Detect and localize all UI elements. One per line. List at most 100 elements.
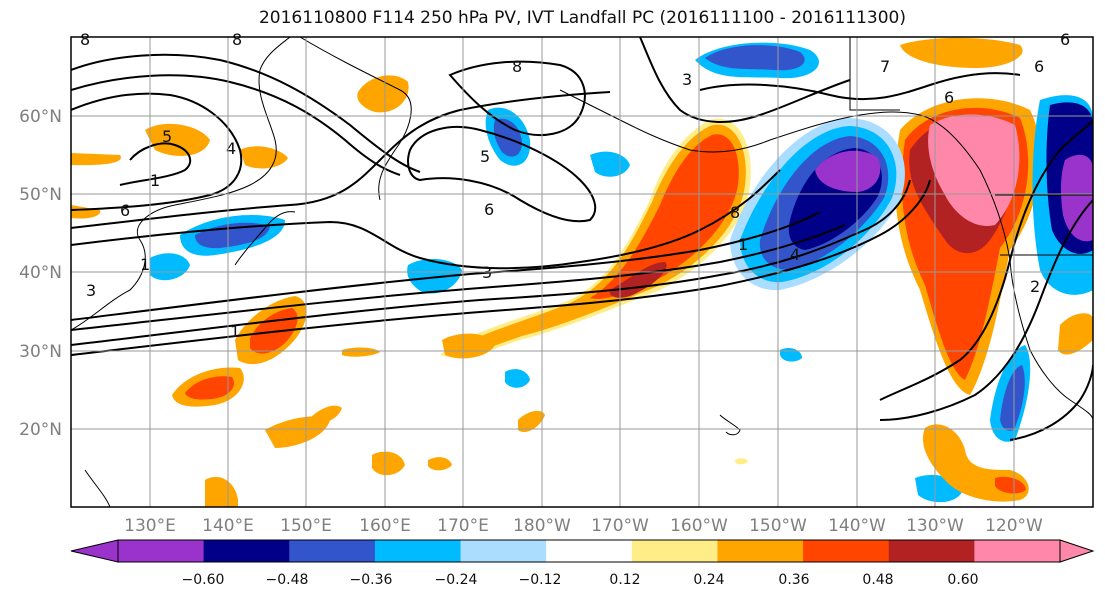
colorbar-frame bbox=[117, 539, 1061, 563]
contour-label: 6 bbox=[1060, 30, 1070, 49]
colorbar-segment bbox=[631, 540, 718, 562]
colorbar-tick-label: 0.48 bbox=[862, 572, 893, 588]
colorbar-segments bbox=[70, 539, 1095, 563]
lon-labels: 130°E 140°E 150°E 160°E 170°E 180°W 170°… bbox=[124, 516, 1043, 536]
lon-label: 150°W bbox=[749, 516, 807, 536]
positive-anomaly bbox=[735, 458, 748, 465]
negative-anomaly bbox=[1060, 154, 1093, 242]
negative-anomaly bbox=[505, 369, 530, 388]
lat-labels: 60°N 50°N 40°N 30°N 20°N bbox=[19, 107, 62, 440]
positive-anomaly bbox=[71, 153, 121, 166]
contour-label: 3 bbox=[682, 70, 692, 89]
contour-label: 6 bbox=[1034, 57, 1044, 76]
lon-label: 140°E bbox=[202, 516, 254, 536]
colorbar-tick-label: −0.36 bbox=[350, 572, 393, 588]
colorbar-tick-label: −0.12 bbox=[519, 572, 562, 588]
positive-anomaly bbox=[145, 123, 210, 156]
colorbar-segment bbox=[460, 540, 547, 562]
colorbar: −0.60 −0.48 −0.36 −0.24 −0.12 0.12 0.24 … bbox=[70, 539, 1095, 588]
lon-label: 180°W bbox=[513, 516, 571, 536]
lon-label: 140°W bbox=[828, 516, 886, 536]
contour-labels: 8 8 8 3 6 5 4 1 6 5 6 3 1 3 1 4 6 8 1 2 … bbox=[80, 30, 1070, 341]
colorbar-tick-label: −0.48 bbox=[266, 572, 309, 588]
contour-label: 7 bbox=[880, 57, 890, 76]
colorbar-segment bbox=[717, 540, 804, 562]
map-frame bbox=[70, 36, 1094, 508]
negative-anomaly bbox=[705, 45, 805, 71]
positive-anomaly-band bbox=[590, 134, 739, 299]
colorbar-labels: −0.60 −0.48 −0.36 −0.24 −0.12 0.12 0.24 … bbox=[182, 572, 979, 588]
lat-label: 60°N bbox=[19, 107, 62, 127]
positive-anomaly bbox=[310, 405, 342, 425]
contour-label: 8 bbox=[730, 203, 740, 222]
colorbar-tick-label: −0.24 bbox=[435, 572, 478, 588]
contour-label: 5 bbox=[480, 147, 490, 166]
contour-label: 1 bbox=[738, 235, 748, 254]
contour-label: 1 bbox=[140, 255, 150, 274]
lon-label: 170°E bbox=[437, 516, 489, 536]
negative-anomaly bbox=[780, 347, 802, 362]
colorbar-segment bbox=[803, 540, 890, 562]
contour-label: 1 bbox=[230, 322, 240, 341]
colorbar-segment bbox=[118, 540, 205, 562]
negative-anomaly bbox=[815, 150, 881, 192]
pv-contours bbox=[71, 37, 1093, 441]
positive-anomaly bbox=[240, 146, 288, 169]
positive-anomaly-plume bbox=[928, 114, 1020, 226]
colorbar-tick-label: 0.60 bbox=[947, 572, 978, 588]
lon-label: 150°E bbox=[280, 516, 332, 536]
lon-label: 160°E bbox=[359, 516, 411, 536]
negative-anomaly bbox=[590, 151, 630, 177]
contour-label: 2 bbox=[1030, 277, 1040, 296]
contour-label: 4 bbox=[790, 245, 800, 264]
colorbar-segment bbox=[974, 540, 1061, 562]
colorbar-tick-label: 0.36 bbox=[778, 572, 809, 588]
lon-label: 170°W bbox=[591, 516, 649, 536]
lon-label: 160°W bbox=[670, 516, 728, 536]
contour-label: 8 bbox=[80, 30, 90, 49]
positive-anomaly bbox=[205, 476, 238, 507]
positive-anomaly bbox=[442, 333, 495, 359]
contour-label: 4 bbox=[226, 139, 236, 158]
figure-title: 2016110800 F114 250 hPa PV, IVT Landfall… bbox=[258, 8, 906, 28]
colorbar-segment bbox=[203, 540, 290, 562]
colorbar-tick-label: 0.12 bbox=[609, 572, 640, 588]
contour-label: 6 bbox=[120, 201, 130, 220]
graticule bbox=[71, 37, 1093, 507]
positive-anomaly bbox=[995, 476, 1026, 494]
positive-anomaly bbox=[185, 376, 234, 400]
colorbar-segment bbox=[546, 540, 633, 562]
positive-anomaly bbox=[342, 347, 380, 357]
colorbar-tick-label: −0.60 bbox=[182, 572, 225, 588]
lat-label: 50°N bbox=[19, 185, 62, 205]
lat-label: 30°N bbox=[19, 342, 62, 362]
contour-label: 8 bbox=[232, 30, 242, 49]
contour-label: 6 bbox=[484, 200, 494, 219]
lon-label: 130°W bbox=[906, 516, 964, 536]
lon-label: 130°E bbox=[124, 516, 176, 536]
contour-label: 1 bbox=[150, 171, 160, 190]
positive-anomaly bbox=[71, 205, 101, 219]
colorbar-tick-label: 0.24 bbox=[693, 572, 724, 588]
colorbar-extend-min bbox=[70, 539, 119, 563]
colorbar-extend-max bbox=[1059, 539, 1095, 563]
lat-label: 40°N bbox=[19, 263, 62, 283]
positive-anomaly bbox=[372, 451, 405, 476]
colorbar-segment bbox=[289, 540, 376, 562]
lat-label: 20°N bbox=[19, 420, 62, 440]
ivt-shading bbox=[71, 37, 1093, 507]
negative-anomaly bbox=[407, 258, 462, 294]
contour-label: 3 bbox=[86, 281, 96, 300]
contour-label: 6 bbox=[944, 88, 954, 107]
positive-anomaly bbox=[428, 457, 452, 471]
positive-anomaly bbox=[1058, 313, 1093, 355]
colorbar-segment bbox=[374, 540, 462, 562]
lon-label: 120°W bbox=[985, 516, 1043, 536]
negative-anomaly bbox=[150, 253, 190, 281]
negative-anomaly bbox=[1000, 365, 1025, 431]
positive-anomaly bbox=[900, 37, 1023, 68]
colorbar-segment bbox=[888, 540, 975, 562]
positive-anomaly bbox=[357, 75, 409, 113]
contour-label: 8 bbox=[512, 57, 522, 76]
